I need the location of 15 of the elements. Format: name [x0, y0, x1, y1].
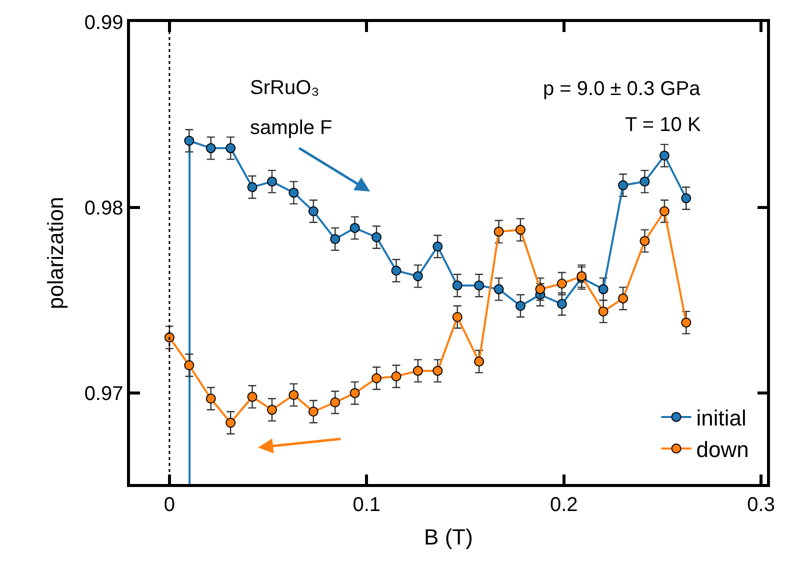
x-tick-label: 0.1 [352, 494, 381, 516]
x-tick-label: 0.3 [747, 494, 775, 516]
y-tick-label: 0.99 [84, 12, 124, 34]
annotation: sample F [250, 117, 332, 139]
legend-label: down [696, 437, 749, 462]
y-tick-label: 0.98 [84, 198, 124, 220]
x-tick-label: 0.2 [550, 494, 578, 516]
legend-label: initial [696, 406, 746, 431]
x-tick-label: 0 [164, 494, 176, 516]
annotation: p = 9.0 ± 0.3 GPa [543, 78, 702, 100]
x-axis-title: B (T) [424, 524, 473, 550]
y-axis-title: polarization [43, 196, 68, 310]
y-tick-label: 0.97 [84, 383, 124, 406]
annotation: T = 10 K [625, 114, 702, 136]
annotation: SrRuO₃ [250, 77, 320, 99]
